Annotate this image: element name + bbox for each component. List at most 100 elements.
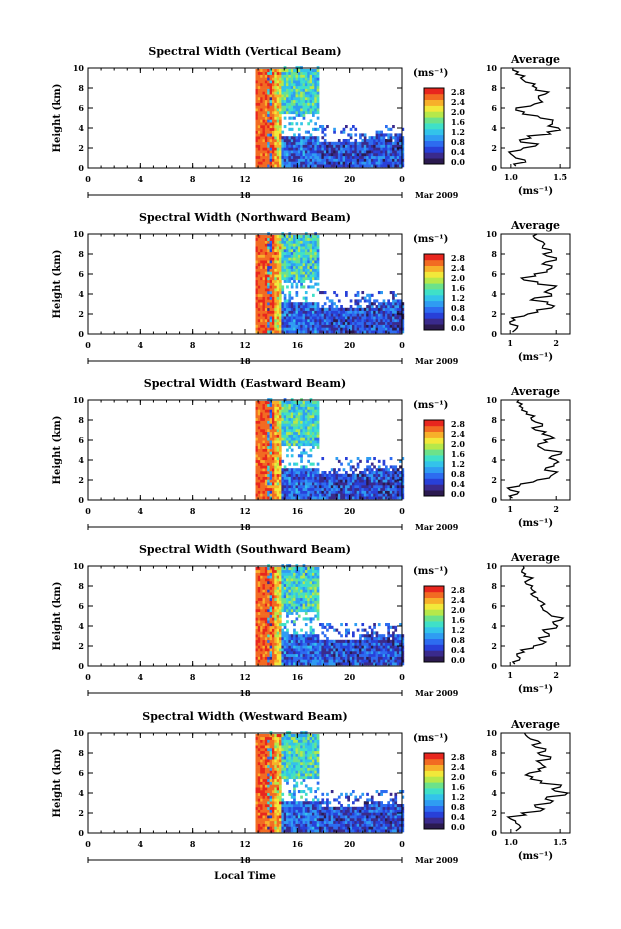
heatmap-cell [283,578,287,582]
heatmap-cell [354,476,358,480]
heatmap-cell [286,482,289,486]
heatmap-cell [257,291,261,295]
heatmap-cell [276,645,280,649]
heatmap-cell [307,479,310,483]
heatmap-cell [312,153,315,157]
heatmap-cell [274,102,277,106]
average-y-tick-label: 6 [491,103,497,113]
heatmap-cell [260,614,263,618]
heatmap-cell [377,465,381,469]
heatmap-cell [302,80,306,84]
heatmap-cell [267,403,270,407]
heatmap-cell [276,434,280,438]
heatmap-cell [297,113,301,117]
heatmap-cell [300,91,303,95]
heatmap-cell [312,401,315,405]
heatmap-cell [288,420,292,424]
heatmap-cell [276,412,280,416]
heatmap-cell [295,147,299,151]
heatmap-cell [274,600,277,604]
heatmap-cell [279,409,282,413]
heatmap-cell [260,161,263,165]
heatmap-cell [300,141,303,145]
heatmap-cell [304,324,308,328]
heatmap-cell [267,434,270,438]
heatmap-cell [342,147,346,151]
heatmap-cell [262,119,266,123]
heatmap-cell [279,659,282,663]
heatmap-cell [255,611,259,615]
heatmap-cell [269,656,273,660]
heatmap-cell [366,155,369,159]
heatmap-cell [300,80,303,84]
heatmap-cell [392,155,395,159]
heatmap-cell [304,330,308,334]
heatmap-cell [290,569,294,573]
heatmap-cell [264,240,268,244]
heatmap-cell [279,285,282,289]
heatmap-cell [302,606,306,610]
heatmap-cell [274,451,277,455]
average-y-tick-label: 2 [491,475,497,485]
heatmap-cell [288,434,292,438]
heatmap-cell [295,257,299,261]
heatmap-cell [309,260,313,264]
heatmap-cell [307,656,310,660]
heatmap-cell [262,243,266,247]
heatmap-cell [288,254,292,258]
heatmap-cell [349,305,353,309]
heatmap-cell [262,448,266,452]
heatmap-cell [276,122,280,126]
heatmap-cell [304,141,308,145]
heatmap-cell [396,321,400,325]
heatmap-cell [274,445,277,449]
heatmap-cell [304,246,308,250]
colorbar-tick-label: 2.0 [451,439,465,449]
heatmap-cell [257,595,261,599]
heatmap-cell [279,130,282,134]
heatmap-cell [257,141,261,145]
heatmap-cell [281,645,285,649]
heatmap-cell [262,581,266,585]
heatmap-cell [392,473,395,477]
heatmap-cell [283,310,287,314]
heatmap-cell [300,260,303,264]
heatmap-cell [342,155,346,159]
heatmap-cell [272,603,275,607]
heatmap-cell [264,144,268,148]
heatmap-cell [272,431,275,435]
heatmap-cell [377,459,381,463]
heatmap-cell [340,327,343,331]
heatmap-cell [290,85,294,89]
heatmap-cell [314,440,317,444]
heatmap-cell [274,265,277,269]
heatmap-cell [290,634,294,638]
heatmap-cell [366,147,369,151]
heatmap-cell [274,268,277,272]
heatmap-cell [312,302,315,306]
heatmap-cell [283,74,287,78]
heatmap-cell [347,141,350,145]
heatmap-cell [312,97,315,101]
heatmap-cell [307,471,310,475]
heatmap-cell [281,476,285,480]
heatmap-cell [276,600,280,604]
heatmap-cell [307,581,310,585]
heatmap-cell [269,583,273,587]
heatmap-cell [288,437,292,441]
heatmap-cell [262,586,266,590]
heatmap-cell [283,473,287,477]
heatmap-cell [319,490,322,494]
heatmap-cell [272,319,275,323]
heatmap-cell [385,161,388,165]
heatmap-cell [260,468,263,472]
heatmap-cell [267,628,270,632]
heatmap-cell [302,144,306,148]
heatmap-cell [314,313,317,317]
heatmap-cell [286,246,289,250]
heatmap-cell [272,445,275,449]
heatmap-cell [283,246,287,250]
heatmap-cell [281,567,285,571]
heatmap-cell [283,153,287,157]
heatmap-cell [283,583,287,587]
